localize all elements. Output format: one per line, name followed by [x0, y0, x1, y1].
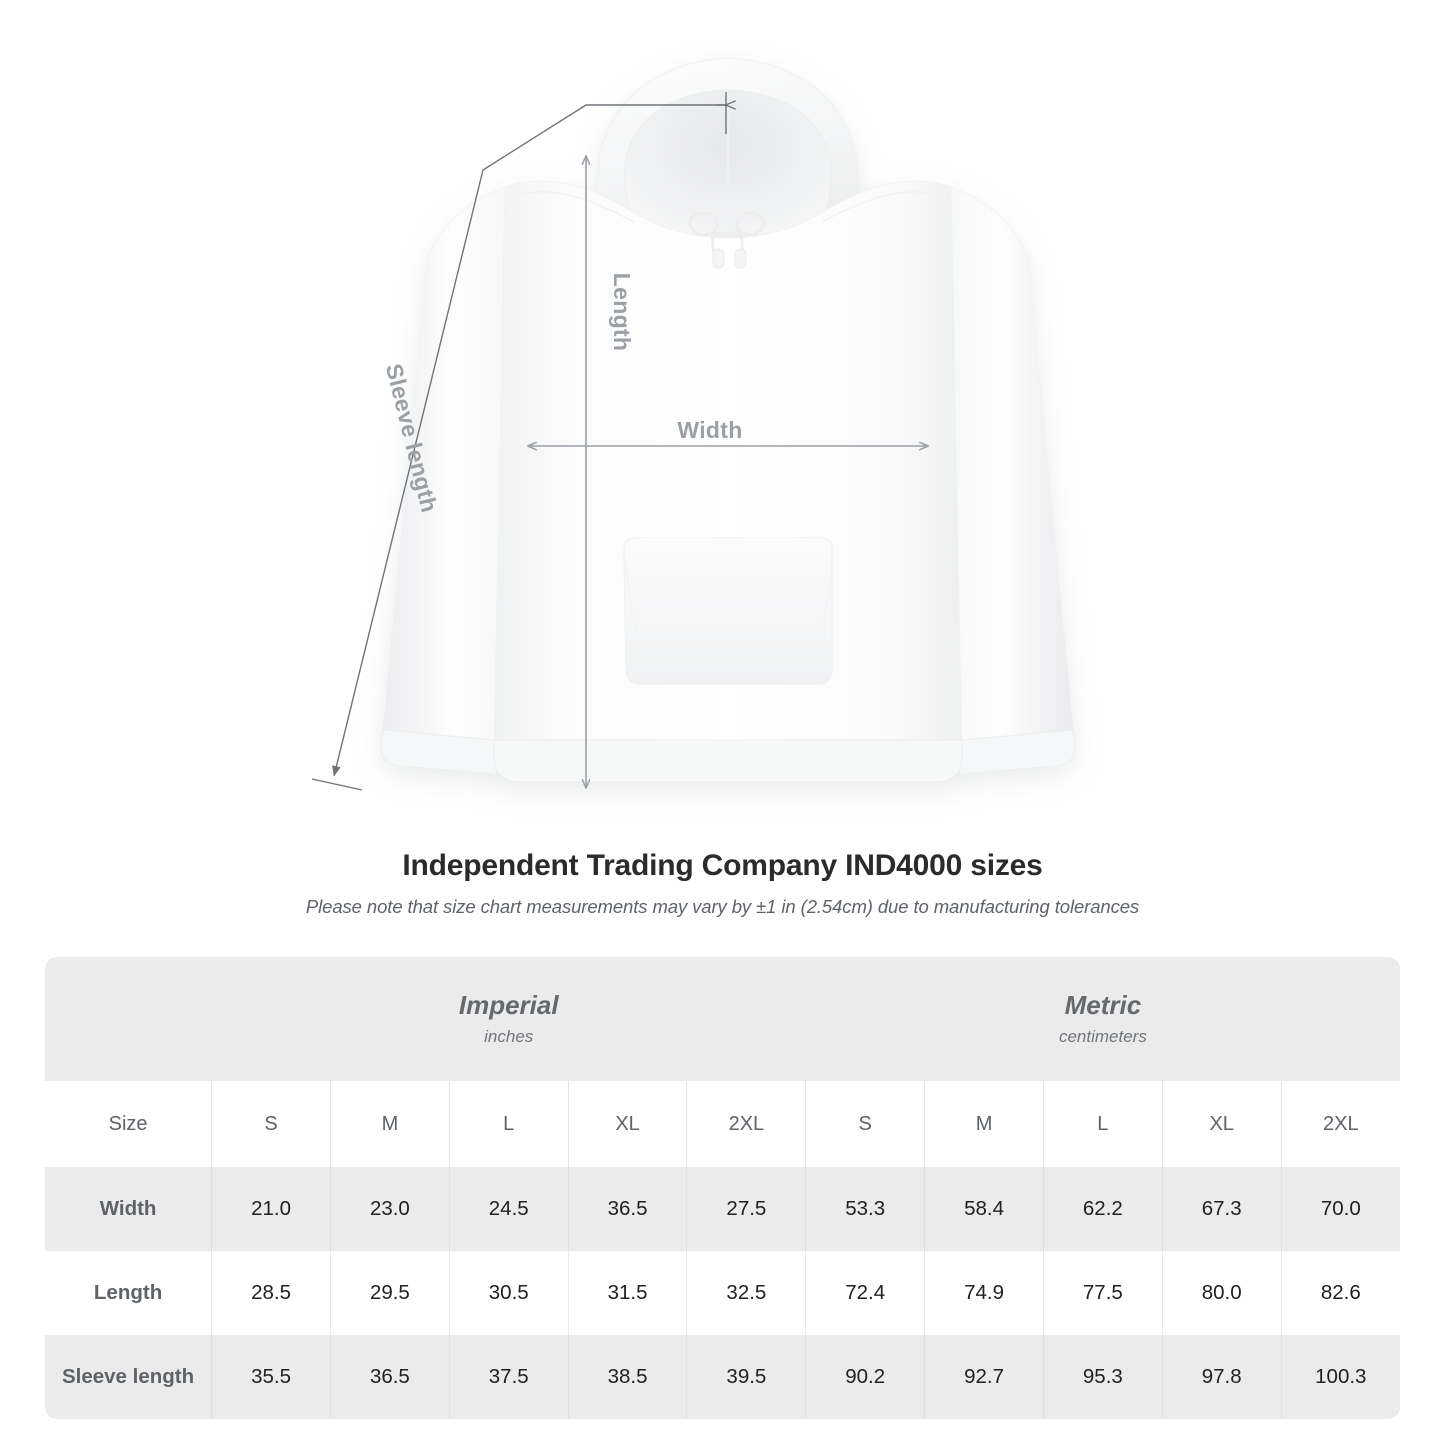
cell-width-imperial-2xl: 27.5	[686, 1167, 806, 1251]
size-header-imperial-xl: XL	[567, 1081, 687, 1167]
cell-width-metric-m: 58.4	[924, 1167, 1044, 1251]
cell-length-imperial-xl: 31.5	[567, 1251, 687, 1335]
tolerance-note: Please note that size chart measurements…	[305, 896, 1140, 917]
unit-group-imperial: Imperial inches	[211, 957, 806, 1081]
size-header-row: Size S M L XL 2XL S M L XL 2XL	[45, 1081, 1400, 1167]
table-row: Width 21.0 23.0 24.5 36.5 27.5 53.3 58.4…	[45, 1167, 1400, 1251]
cell-sleeve-metric-m: 92.7	[924, 1335, 1044, 1419]
pocket-left-opening	[625, 559, 663, 685]
cell-sleeve-metric-l: 95.3	[1042, 1335, 1163, 1419]
cell-width-imperial-xl: 36.5	[567, 1167, 687, 1251]
kangaroo-pocket	[623, 537, 833, 685]
size-header-imperial-m: M	[329, 1081, 450, 1167]
cell-length-imperial-l: 30.5	[448, 1251, 569, 1335]
size-header-imperial-l: L	[448, 1081, 569, 1167]
cell-length-metric-m: 74.9	[924, 1251, 1044, 1335]
cell-width-metric-2xl: 70.0	[1280, 1167, 1400, 1251]
size-chart-table-wrapper: Imperial inches Metric centimeters Size …	[45, 957, 1400, 1419]
sleeve-length-cuff-tick	[311, 778, 363, 791]
row-label-width: Width	[45, 1167, 212, 1251]
size-chart-table: Imperial inches Metric centimeters Size …	[45, 957, 1400, 1419]
size-header-imperial-2xl: 2XL	[686, 1081, 806, 1167]
hem-band	[493, 739, 963, 783]
width-label: Width	[677, 417, 742, 443]
unit-group-metric-unit: centimeters	[1058, 1027, 1147, 1047]
unit-group-metric: Metric centimeters	[805, 957, 1400, 1081]
unit-band-row: Imperial inches Metric centimeters	[45, 957, 1400, 1081]
drawstring-aglet-left	[712, 248, 725, 269]
cell-length-metric-l: 77.5	[1042, 1251, 1163, 1335]
cell-sleeve-metric-2xl: 100.3	[1280, 1335, 1400, 1419]
title-block: Independent Trading Company IND4000 size…	[0, 848, 1445, 918]
unit-group-metric-name: Metric	[1064, 989, 1142, 1020]
cell-sleeve-imperial-2xl: 39.5	[686, 1335, 806, 1419]
cell-length-imperial-m: 29.5	[329, 1251, 450, 1335]
pocket-right-opening	[795, 559, 833, 685]
cell-sleeve-imperial-xl: 38.5	[567, 1335, 687, 1419]
unit-group-imperial-unit: inches	[484, 1027, 534, 1047]
left-shoulder-seam	[515, 191, 635, 223]
cell-width-metric-xl: 67.3	[1161, 1167, 1282, 1251]
cell-length-metric-xl: 80.0	[1161, 1251, 1282, 1335]
hoodie-body	[493, 180, 963, 783]
cell-sleeve-metric-s: 90.2	[805, 1335, 925, 1419]
cell-width-metric-s: 53.3	[805, 1167, 925, 1251]
size-header-metric-xl: XL	[1161, 1081, 1282, 1167]
size-header-metric-s: S	[805, 1081, 925, 1167]
cell-width-metric-l: 62.2	[1042, 1167, 1163, 1251]
cell-width-imperial-l: 24.5	[448, 1167, 569, 1251]
table-row: Sleeve length 35.5 36.5 37.5 38.5 39.5 9…	[45, 1335, 1400, 1419]
size-header-imperial-s: S	[211, 1081, 331, 1167]
width-annotation: Width	[528, 417, 928, 446]
cell-sleeve-metric-xl: 97.8	[1161, 1335, 1282, 1419]
page-title: Independent Trading Company IND4000 size…	[402, 849, 1043, 882]
size-header-metric-2xl: 2XL	[1280, 1081, 1400, 1167]
pocket-top-hem	[634, 538, 822, 552]
drawstring-aglet-right	[734, 248, 747, 269]
cell-width-imperial-s: 21.0	[211, 1167, 331, 1251]
unit-group-imperial-name: Imperial	[458, 989, 559, 1020]
length-label: Length	[609, 273, 635, 351]
size-header-corner: Size	[45, 1081, 212, 1167]
row-label-length: Length	[45, 1251, 212, 1335]
garment-diagram: Sleeve length Length Width	[311, 57, 1076, 791]
cell-sleeve-imperial-l: 37.5	[448, 1335, 569, 1419]
unit-band-spacer	[45, 957, 212, 1081]
right-shoulder-seam	[821, 191, 941, 223]
length-annotation: Length	[586, 156, 635, 788]
sleeve-length-line	[332, 104, 726, 777]
cell-sleeve-imperial-m: 36.5	[329, 1335, 450, 1419]
hoodie-illustration	[380, 57, 1076, 783]
row-label-sleeve-length: Sleeve length	[45, 1335, 212, 1419]
cell-length-metric-2xl: 82.6	[1280, 1251, 1400, 1335]
cell-length-metric-s: 72.4	[805, 1251, 925, 1335]
cell-width-imperial-m: 23.0	[329, 1167, 450, 1251]
cell-length-imperial-2xl: 32.5	[686, 1251, 806, 1335]
size-header-metric-l: L	[1042, 1081, 1163, 1167]
table-row: Length 28.5 29.5 30.5 31.5 32.5 72.4 74.…	[45, 1251, 1400, 1335]
cell-length-imperial-s: 28.5	[211, 1251, 331, 1335]
size-header-metric-m: M	[924, 1081, 1044, 1167]
cell-sleeve-imperial-s: 35.5	[211, 1335, 331, 1419]
